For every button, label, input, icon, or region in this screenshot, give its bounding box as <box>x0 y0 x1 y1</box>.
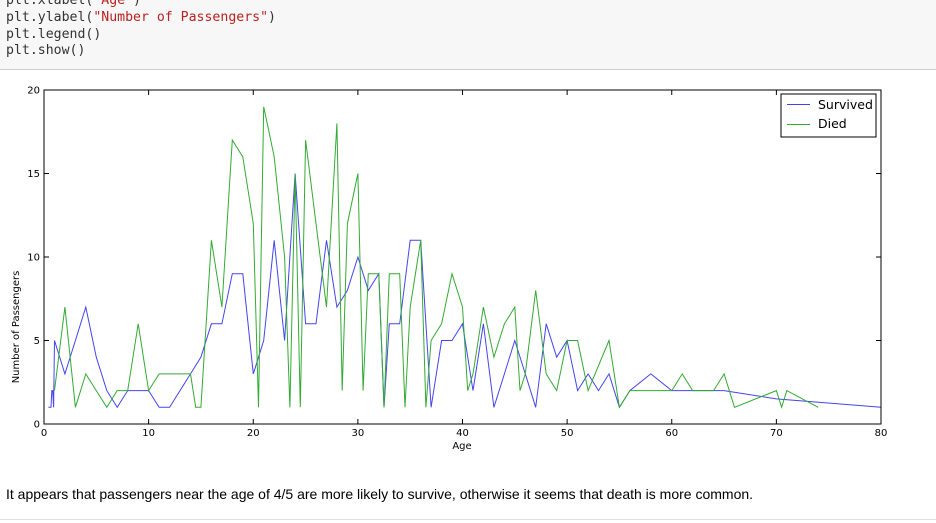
y-tick-label: 20 <box>27 86 40 97</box>
y-tick-label: 10 <box>27 253 40 264</box>
code-line: plt.legend() <box>6 27 276 44</box>
code-line: plt.ylabel("Number of Passengers") <box>6 10 276 27</box>
x-tick-label: 80 <box>875 428 888 439</box>
code-string-token: "Age" <box>93 0 134 8</box>
legend-label-survived: Survived <box>818 97 873 112</box>
x-tick-label: 40 <box>456 428 469 439</box>
x-tick-label: 20 <box>247 428 260 439</box>
code-editor[interactable]: plt.xlabel("Age") plt.ylabel("Number of P… <box>6 0 276 60</box>
code-token: ) <box>133 0 141 8</box>
x-tick-label: 30 <box>352 428 365 439</box>
code-token: plt.ylabel( <box>6 9 94 25</box>
y-axis-label: Number of Passengers <box>11 271 22 384</box>
series-line-survived <box>48 173 882 409</box>
line-chart: 0 10 20 30 40 50 60 70 80 0 5 10 15 20 Age Number of … <box>11 86 887 453</box>
code-cell[interactable]: plt.xlabel("Age") plt.ylabel("Number of P… <box>0 0 936 70</box>
x-tick-label: 10 <box>142 428 155 439</box>
x-tick-label: 50 <box>561 428 574 439</box>
x-axis-label: Age <box>452 441 471 452</box>
x-tick-label: 0 <box>41 428 47 439</box>
x-tick-label: 60 <box>665 428 678 439</box>
code-line: plt.show() <box>6 43 276 60</box>
legend-box <box>780 93 877 138</box>
legend: Survived Died <box>780 93 877 138</box>
output-area: 0 10 20 30 40 50 60 70 80 0 5 10 15 20 Age Number of … <box>0 70 936 470</box>
code-token: plt.legend() <box>6 26 102 42</box>
series-line-died <box>54 106 819 409</box>
plot-background <box>44 90 881 424</box>
code-string-token: "Number of Passengers" <box>93 9 269 25</box>
code-token: plt.show() <box>6 43 86 59</box>
cell-divider <box>0 519 936 520</box>
x-tick-label: 70 <box>770 428 783 439</box>
y-tick-label: 5 <box>34 336 40 347</box>
ticks-layer: 0 10 20 30 40 50 60 70 80 0 5 10 15 20 <box>27 86 887 440</box>
legend-label-died: Died <box>818 116 847 131</box>
markdown-text: It appears that passengers near the age … <box>6 486 754 502</box>
y-tick-label: 15 <box>27 169 40 180</box>
code-line: plt.xlabel("Age") <box>6 0 276 10</box>
y-tick-label: 0 <box>34 420 40 431</box>
code-token: plt.xlabel( <box>6 0 94 8</box>
series-layer <box>48 106 882 409</box>
code-token: ) <box>268 9 276 25</box>
